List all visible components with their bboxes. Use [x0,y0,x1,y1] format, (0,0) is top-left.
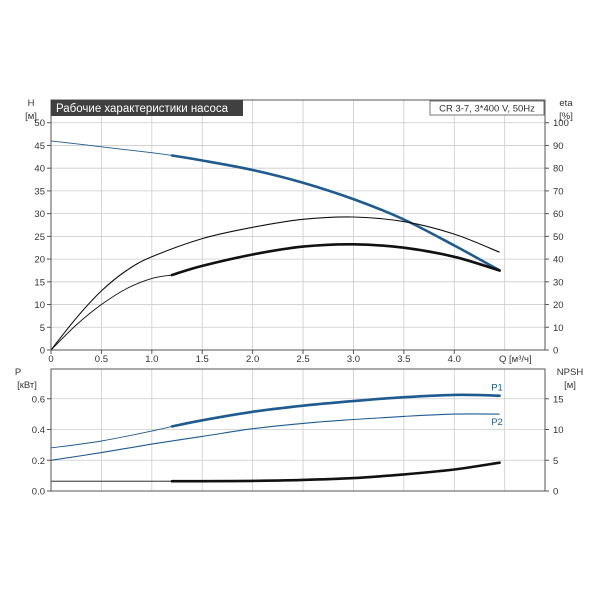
grid-lines [51,100,545,491]
y2-tick-label-20: 20 [553,300,564,311]
bottom-y-axis-label: P [15,367,21,378]
bottom-curve-P1-thin [50,425,173,449]
y2-axis-unit: [%] [559,111,573,122]
series-label-p2: P2 [491,417,503,428]
y2-tick-label-10: 10 [553,323,564,334]
x-tick-label-2.5: 2.5 [296,354,309,365]
bottom-curve-P1-bold [170,393,501,428]
y2-tick-label-70: 70 [553,186,564,197]
x-tick-label-2.0: 2.0 [246,354,259,365]
y-tick-label-40: 40 [34,164,45,175]
bottom-y-tick-label-0.6: 0.6 [32,394,45,405]
chart-subtitle-box [429,100,545,116]
x-tick-label-0.5: 0.5 [95,354,108,365]
x-tick-label-3.5: 3.5 [397,354,410,365]
y2-tick-label-30: 30 [553,277,564,288]
bottom-y2-axis-label: NPSH [557,367,584,378]
y-tick-label-5: 5 [40,323,45,334]
bottom-panel-frame [50,368,546,492]
y2-tick-label-60: 60 [553,209,564,220]
axes-frame [47,99,549,492]
x-tick-label-3.0: 3.0 [347,354,360,365]
bottom-y-axis-unit: [кВт] [17,380,37,391]
x-tick-label-0: 0 [48,354,53,365]
x-tick-label-4.0: 4.0 [448,354,461,365]
y2-axis-label: eta [559,98,573,109]
y-tick-label-35: 35 [34,186,45,197]
chart-title-box [51,100,243,116]
bottom-y-tick-label-0.2: 0.2 [32,456,45,467]
y-tick-label-30: 30 [34,209,45,220]
chart-title: Рабочие характеристики насоса [56,103,229,115]
bottom-y2-tick-label-0: 0 [553,487,558,498]
y2-tick-label-40: 40 [553,255,564,266]
y2-tick-label-100: 100 [553,118,569,129]
bottom-y2-axis-unit: [м] [564,380,576,391]
y2-tick-label-90: 90 [553,141,564,152]
chart-subtitle: CR 3-7, 3*400 V, 50Hz [439,104,535,115]
bottom-y-tick-label-0.0: 0.0 [32,487,45,498]
bottom-y-tick-label-0.4: 0.4 [32,425,45,436]
bottom-curve-P2 [50,413,500,461]
top-curve-head-bold [170,154,501,272]
x-tick-label-1.0: 1.0 [145,354,158,365]
top-curve-eta-lower-bold [170,242,501,277]
bottom-curve-npsh-bold [170,461,501,483]
top-curve-head-thin [50,140,173,156]
y-tick-label-10: 10 [34,300,45,311]
curve-layer [50,140,501,483]
x-tick-label-1.5: 1.5 [196,354,209,365]
y-tick-label-50: 50 [34,118,45,129]
y-tick-label-20: 20 [34,255,45,266]
y2-tick-label-80: 80 [553,164,564,175]
top-curve-eta-upper [50,216,500,351]
top-panel-frame [50,99,546,351]
bottom-y2-tick-label-15: 15 [553,394,564,405]
y-tick-label-0: 0 [40,346,45,357]
top-curve-eta-lower-thin [50,274,173,351]
bottom-y2-tick-label-10: 10 [553,425,564,436]
y-axis-unit: [м] [25,111,37,122]
y2-tick-label-50: 50 [553,232,564,243]
y-tick-label-25: 25 [34,232,45,243]
series-label-p1: P1 [491,383,503,394]
y2-tick-label-0: 0 [553,346,558,357]
labels-layer: Рабочие характеристики насоса CR 3-7, 3*4… [15,98,584,498]
y-tick-label-15: 15 [34,277,45,288]
y-axis-label: H [28,98,35,109]
bottom-y2-tick-label-5: 5 [553,456,558,467]
y-tick-label-45: 45 [34,141,45,152]
x-axis-label: Q [м³/ч] [499,354,532,365]
